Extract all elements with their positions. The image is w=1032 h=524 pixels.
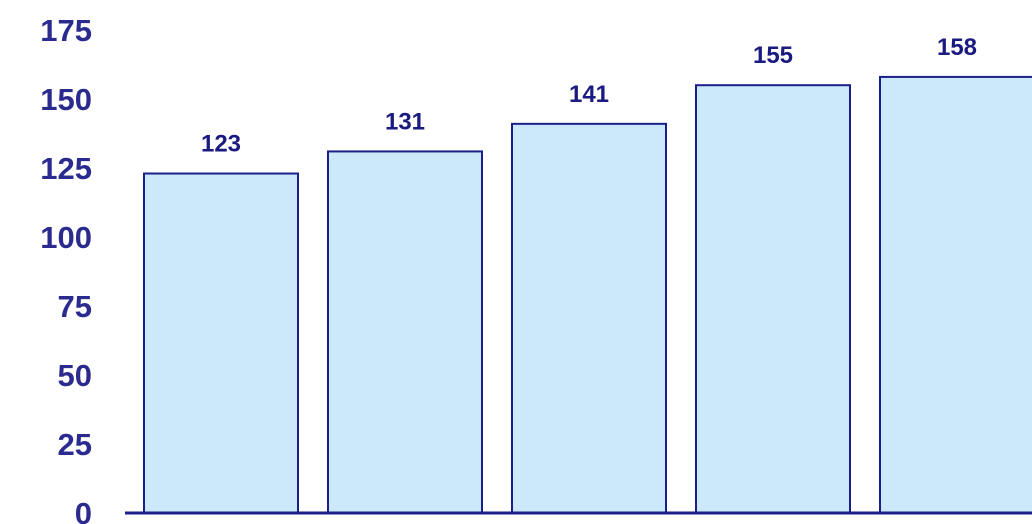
y-axis-tick-labels: 0 25 50 75 100 125 150 175: [40, 13, 92, 524]
bar: [695, 84, 851, 514]
y-tick-label: 125: [40, 151, 92, 186]
y-tick-label: 50: [58, 358, 92, 393]
bar: [879, 75, 1032, 514]
bar-value-label: 131: [385, 108, 425, 135]
bar-value-label: 158: [937, 34, 977, 61]
y-tick-label: 175: [40, 13, 92, 48]
y-tick-label: 100: [40, 220, 92, 255]
y-tick-label: 150: [40, 82, 92, 117]
y-tick-label: 25: [58, 427, 92, 462]
bar-value-label: 123: [201, 131, 241, 158]
bar-value-label: 141: [569, 81, 609, 108]
bar-value-labels: 123 131 141 155 158: [201, 34, 977, 158]
bar-value-label: 155: [753, 42, 793, 69]
bar: [143, 172, 299, 515]
y-tick-label: 75: [58, 289, 92, 324]
bar: [511, 122, 667, 514]
y-tick-label: 0: [75, 496, 92, 524]
bar: [327, 150, 483, 514]
bars: [143, 75, 1032, 515]
